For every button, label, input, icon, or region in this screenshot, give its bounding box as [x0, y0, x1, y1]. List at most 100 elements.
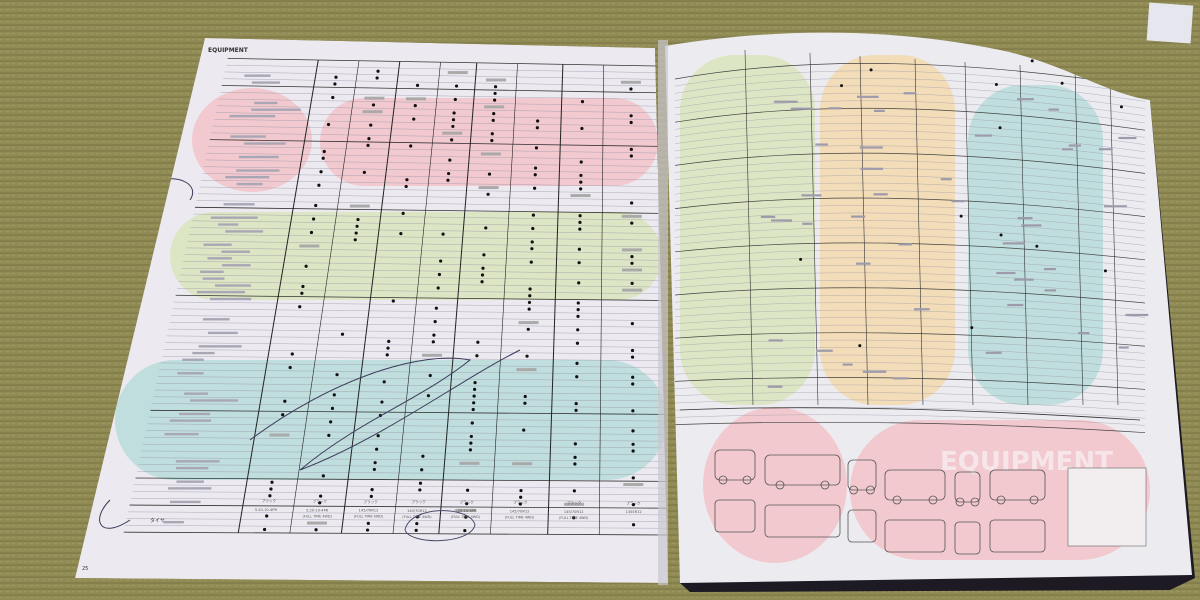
table-row-line: [674, 362, 1146, 376]
equipment-dot: [468, 448, 473, 452]
car-top-view: [989, 519, 1046, 553]
equipment-dot: [451, 124, 455, 129]
row-label-text: [202, 277, 225, 280]
equipment-dot: [401, 211, 405, 215]
equipment-dot: [470, 421, 474, 425]
table-cell-text: [512, 462, 533, 466]
row-label-text: [221, 250, 250, 253]
equipment-dot: [630, 254, 634, 259]
spec-text: [815, 143, 828, 146]
equipment-dot: [281, 413, 285, 417]
table-row-line: [674, 384, 1146, 397]
equipment-dot: [450, 138, 454, 142]
table-row-line: [139, 457, 667, 462]
table-row-line: [674, 152, 1146, 174]
wheel: [849, 485, 858, 495]
color-value: ブラック: [567, 500, 582, 505]
wheel: [718, 475, 728, 485]
equipment-dot: [534, 146, 539, 150]
equipment-dot: [288, 365, 292, 370]
equipment-dot: [283, 399, 287, 403]
equipment-dot: [454, 84, 459, 88]
car-side-view: [954, 471, 981, 503]
table-row-line: [172, 308, 664, 315]
equipment-dot: [309, 230, 314, 235]
equipment-dot: [326, 122, 331, 127]
equipment-dot: [301, 284, 305, 289]
equipment-dot: [631, 442, 635, 446]
spec-text: [767, 385, 783, 388]
drive-note: (FULL TIME 4WD): [354, 515, 384, 519]
row-label-text: [163, 521, 184, 524]
row-label-text: [210, 216, 258, 219]
equipment-dot: [490, 138, 494, 143]
equipment-dot: [448, 158, 452, 162]
table-row-line: [193, 213, 662, 221]
equipment-dot: [579, 180, 583, 184]
tire-row-label: タイヤ: [150, 517, 165, 524]
equipment-dot: [314, 203, 318, 208]
table-row-line: [197, 193, 661, 201]
equipment-dot: [319, 494, 323, 498]
table-row-line: [162, 355, 665, 361]
equipment-dot: [481, 266, 485, 270]
table-column-line: [340, 61, 401, 534]
equipment-dot: [319, 170, 323, 174]
equipment-dot: [631, 523, 636, 527]
table-row-line: [159, 369, 665, 375]
table-cell-text: [459, 461, 480, 465]
tire-value: 145/70R12: [359, 509, 379, 513]
row-label-text: [164, 432, 199, 436]
row-label-text: [223, 203, 255, 206]
equipment-dot: [575, 361, 579, 365]
spec-dot: [1103, 269, 1107, 273]
equipment-dot: [413, 103, 417, 108]
equipment-dot: [452, 111, 456, 115]
equipment-dot: [318, 501, 322, 505]
equipment-dot: [464, 515, 468, 519]
table-row-line: [674, 242, 1146, 261]
equipment-dot: [579, 160, 583, 164]
equipment-dot: [631, 375, 635, 379]
tire-value: 5.20-10-4PR: [454, 509, 477, 513]
equipment-dot: [577, 281, 581, 285]
table-row-line: [226, 64, 659, 73]
equipment-dot: [630, 281, 634, 286]
table-row-line: [144, 437, 667, 442]
row-label-text: [169, 419, 212, 422]
equipment-dot: [321, 474, 325, 478]
equipment-dot: [426, 394, 431, 398]
spec-text: [859, 146, 883, 149]
spec-text: [768, 339, 783, 342]
row-label-text: [244, 142, 286, 145]
row-label-text: [176, 480, 204, 483]
car-side-view: [714, 449, 756, 481]
row-label-text: [207, 331, 238, 335]
table-row-line: [160, 362, 665, 368]
equipment-dot: [262, 527, 267, 532]
equipment-dot: [576, 328, 580, 332]
table-row-line: [674, 280, 1146, 296]
table-row-line: [141, 450, 667, 455]
table-row-line: [196, 200, 662, 207]
spec-text: [1103, 205, 1127, 208]
equipment-dot: [472, 401, 476, 405]
table-row-line: [674, 272, 1146, 289]
table-row-line: [674, 212, 1146, 232]
table-row-line: [674, 205, 1146, 224]
row-label-text: [236, 182, 263, 186]
equipment-dot: [376, 434, 380, 438]
table-row-line: [674, 250, 1146, 268]
table-row-line: [183, 261, 663, 268]
table-row-line: [132, 491, 668, 495]
wheel: [775, 480, 785, 490]
spec-dot: [799, 257, 803, 261]
equipment-dot: [533, 186, 537, 190]
row-label-text: [203, 243, 232, 246]
equipment-dot: [536, 119, 540, 123]
green-highlight: [680, 55, 815, 405]
spec-text: [856, 262, 871, 265]
table-row-line: [674, 317, 1146, 332]
spec-text: [842, 363, 853, 366]
equipment-dot: [533, 173, 537, 177]
